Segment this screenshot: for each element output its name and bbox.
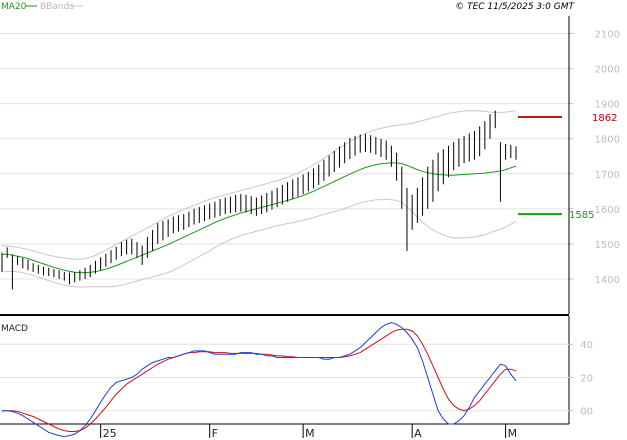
macd-y-tick-label: 20 [580, 373, 593, 384]
ma20-line [2, 162, 517, 274]
x-tick-label: A [414, 427, 422, 440]
price-y-axis: 1400 1500 1600 1700 1800 1900 2000 2100 [569, 30, 620, 286]
price-y-tick-label: 1800 [595, 135, 620, 146]
support-label: 1585 [569, 210, 594, 221]
bbands-lower-line [1, 198, 517, 288]
bbands-upper-line [1, 110, 517, 260]
resistance-label: 1862 [592, 113, 617, 124]
legend-bbands-label: BBands [40, 2, 74, 12]
x-tick-label: M [305, 427, 315, 440]
macd-y-axis: 00 20 40 [569, 340, 593, 418]
macd-y-tick-label: 40 [580, 340, 593, 351]
macd-panel-title: MACD [1, 324, 28, 334]
price-y-tick-label: 2100 [595, 30, 620, 41]
price-y-tick-label: 1700 [595, 170, 620, 181]
price-y-tick-label: 1500 [595, 240, 620, 251]
price-bars [1, 110, 517, 290]
legend-ma20-label: MA20 [1, 2, 27, 12]
x-tick-label: 25 [103, 427, 117, 440]
price-gridlines [0, 33, 569, 280]
macd-y-tick-label: 00 [580, 407, 593, 418]
price-y-tick-label: 1600 [595, 205, 620, 216]
price-y-tick-label: 2000 [595, 65, 620, 76]
macd-panel: MACD 00 20 40 [0, 322, 593, 438]
x-tick-label: M [508, 427, 518, 440]
macd-line [2, 322, 517, 438]
x-axis: 25 F M A M [100, 424, 518, 440]
price-panel: 1400 1500 1600 1700 1800 1900 2000 2100 1862 15… [0, 30, 620, 290]
macd-gridlines [0, 343, 569, 412]
x-tick-label: F [212, 427, 218, 440]
price-y-tick-label: 1900 [595, 100, 620, 111]
copyright-text: © TEC 11/5/2025 3:0 GMT [455, 2, 575, 12]
price-y-tick-label: 1400 [595, 275, 620, 286]
